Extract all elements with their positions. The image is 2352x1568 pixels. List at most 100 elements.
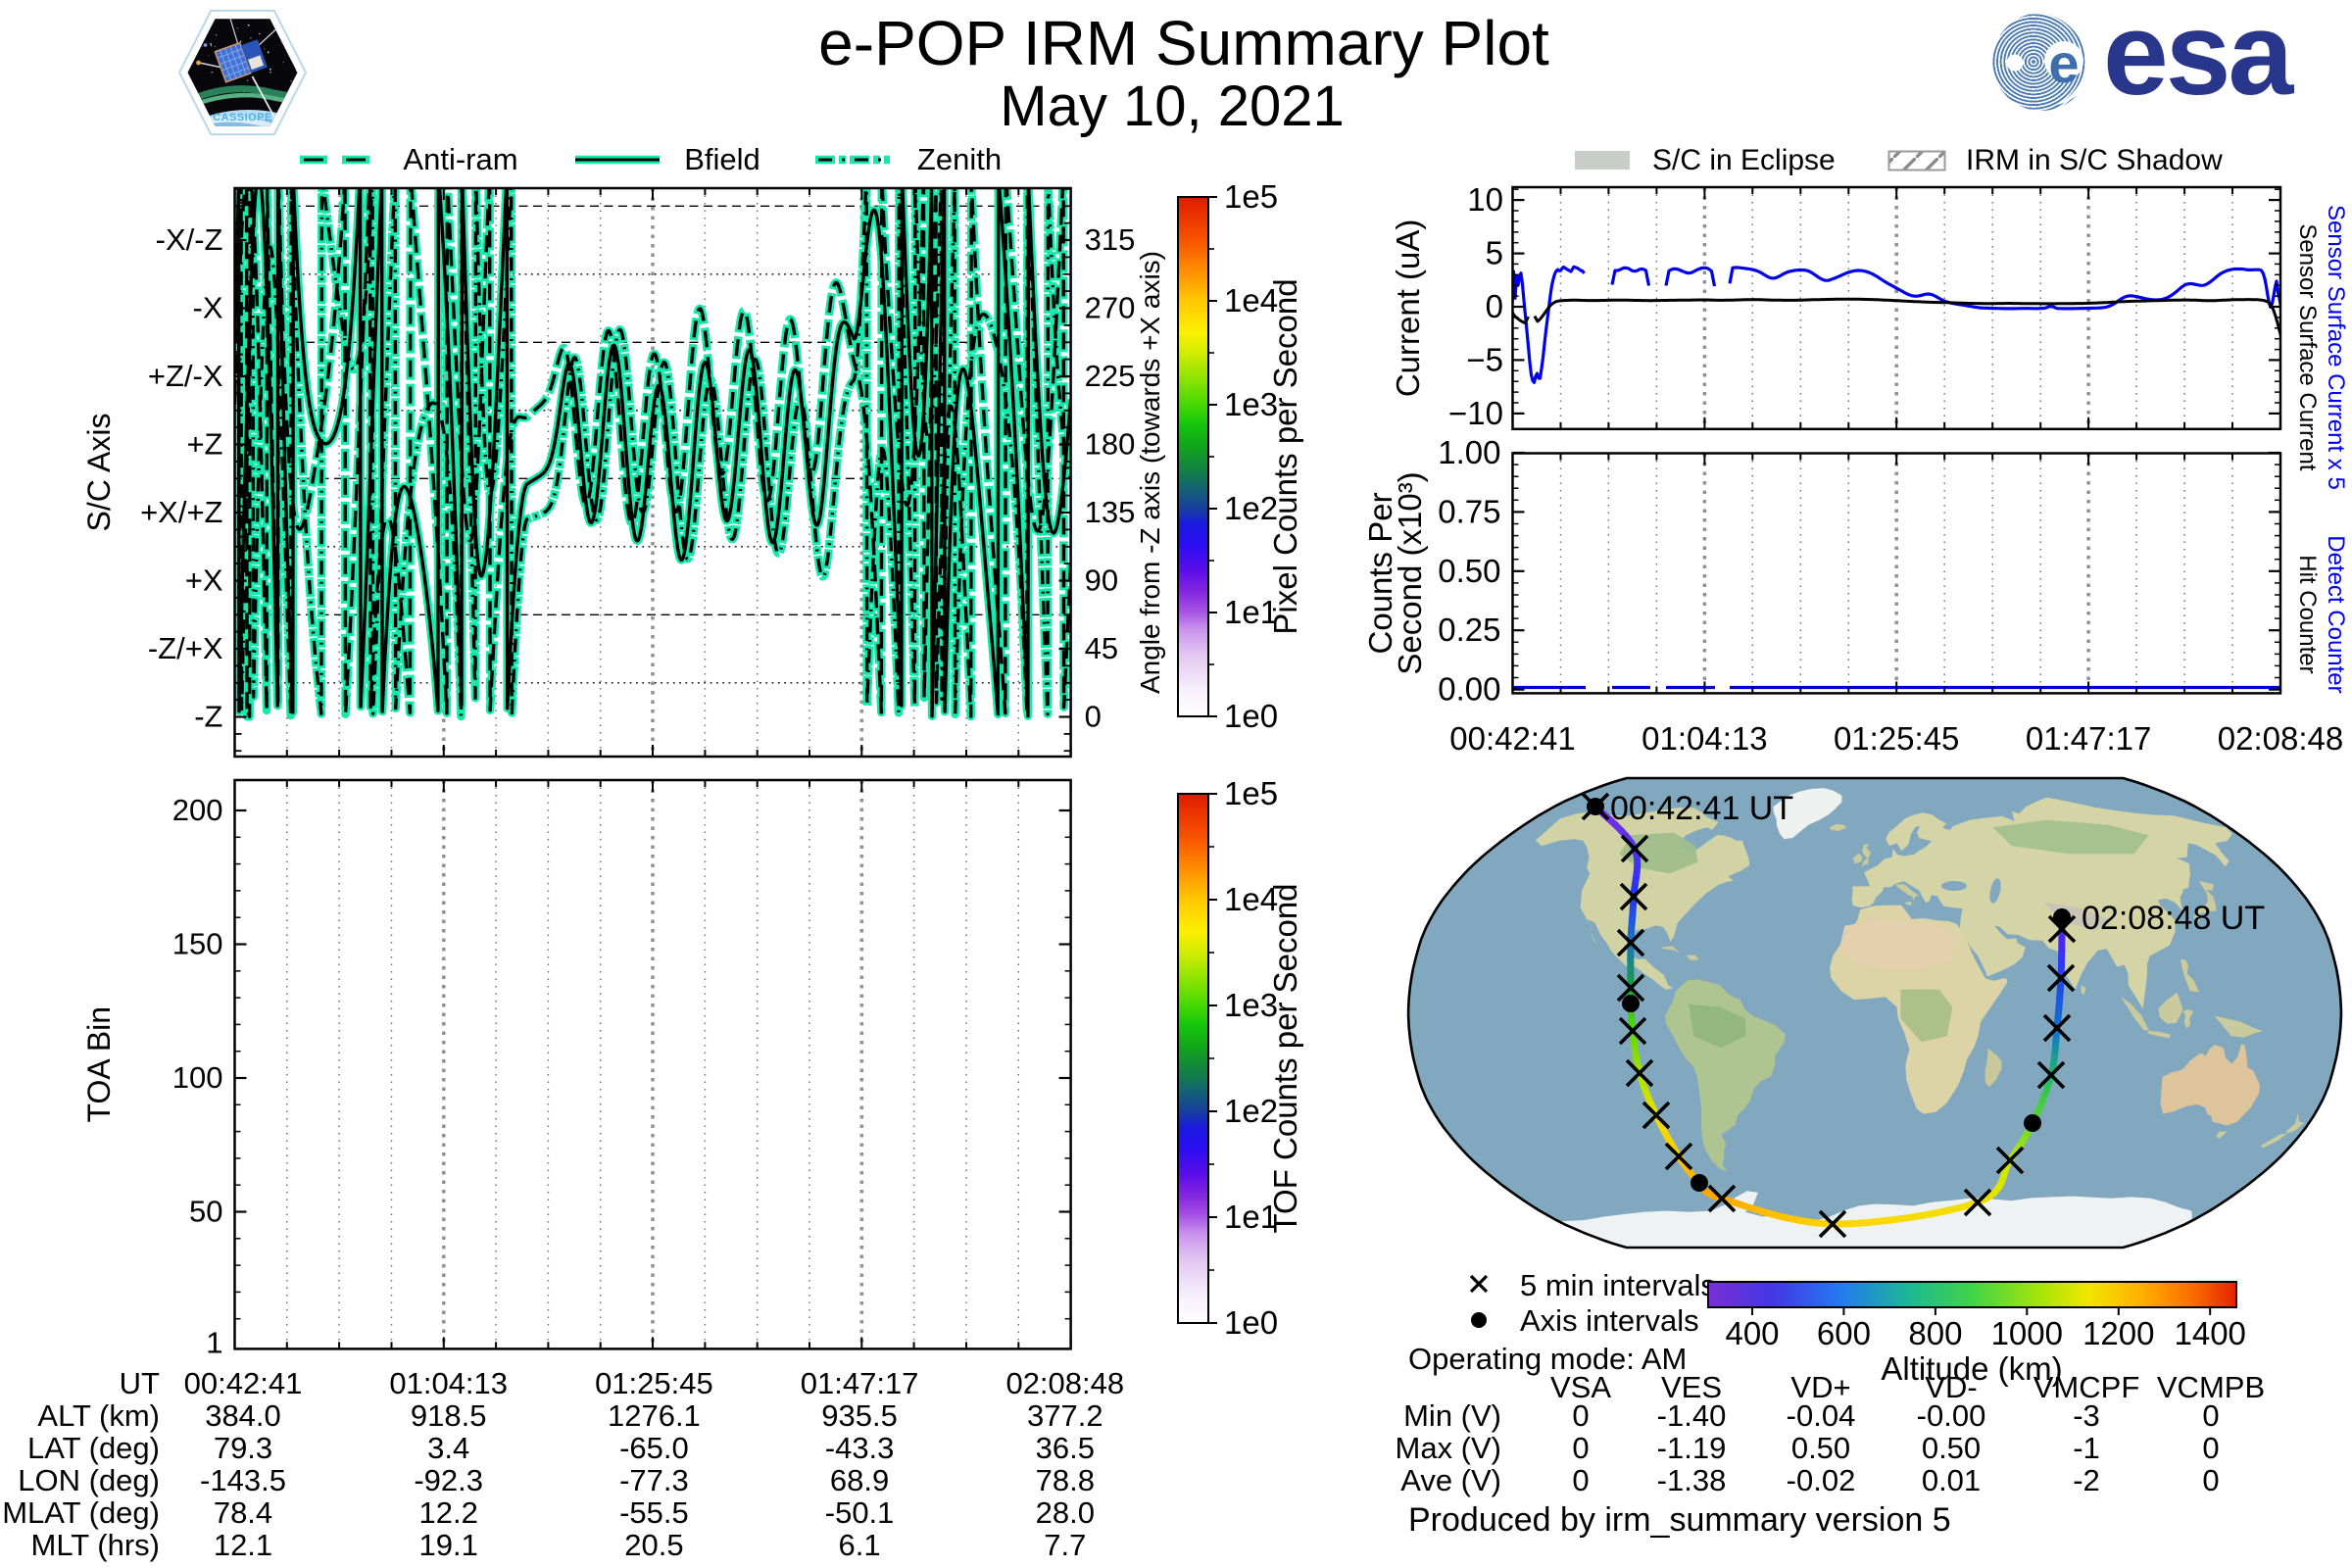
svg-text:LAT (deg): LAT (deg)	[27, 1431, 160, 1465]
svg-text:180: 180	[1085, 427, 1136, 462]
svg-text:Produced by irm_summary versio: Produced by irm_summary version 5	[1408, 1501, 1951, 1539]
svg-text:Altitude (km): Altitude (km)	[1881, 1350, 2062, 1387]
svg-text:1e2: 1e2	[1224, 490, 1278, 526]
svg-text:MLT (hrs): MLT (hrs)	[31, 1528, 160, 1562]
svg-text:0: 0	[1085, 700, 1102, 734]
svg-text:01:25:45: 01:25:45	[1834, 720, 1959, 757]
svg-text:01:25:45: 01:25:45	[595, 1366, 713, 1400]
svg-text:1276.1: 1276.1	[608, 1398, 701, 1433]
svg-text:Axis intervals: Axis intervals	[1520, 1303, 1699, 1338]
svg-text:3.4: 3.4	[427, 1431, 469, 1465]
svg-text:S/C Axis: S/C Axis	[81, 414, 117, 532]
svg-text:Sensor Surface Current x 5: Sensor Surface Current x 5	[2323, 205, 2349, 490]
svg-text:S/C in Eclipse: S/C in Eclipse	[1652, 144, 1836, 176]
svg-text:Anti-ram: Anti-ram	[403, 142, 517, 176]
svg-text:12.1: 12.1	[214, 1528, 272, 1562]
svg-text:esa: esa	[2103, 0, 2294, 120]
svg-text:1.00: 1.00	[1438, 434, 1500, 470]
svg-text:135: 135	[1085, 495, 1136, 529]
svg-text:0.25: 0.25	[1438, 612, 1500, 648]
svg-text:00:42:41 UT: 00:42:41 UT	[1610, 790, 1793, 827]
svg-text:Zenith: Zenith	[917, 142, 1002, 176]
svg-text:01:47:17: 01:47:17	[2026, 720, 2151, 757]
svg-text:Ave (V): Ave (V)	[1400, 1463, 1501, 1497]
svg-text:1e3: 1e3	[1224, 987, 1278, 1023]
svg-text:0.50: 0.50	[1922, 1431, 1981, 1465]
svg-text:-50.1: -50.1	[825, 1495, 895, 1530]
svg-text:100: 100	[172, 1060, 223, 1095]
svg-text:-1.19: -1.19	[1657, 1431, 1727, 1465]
svg-text:May 10, 2021: May 10, 2021	[1000, 74, 1344, 138]
svg-text:10: 10	[1467, 181, 1503, 218]
svg-text:TOA Bin: TOA Bin	[81, 1006, 117, 1123]
svg-text:01:04:13: 01:04:13	[389, 1366, 508, 1400]
svg-text:VD-: VD-	[1925, 1370, 1977, 1404]
svg-text:-65.0: -65.0	[619, 1431, 689, 1465]
svg-text:315: 315	[1085, 222, 1136, 257]
svg-text:935.5: 935.5	[821, 1398, 898, 1433]
svg-text:Min (V): Min (V)	[1403, 1398, 1501, 1433]
svg-text:-0.04: -0.04	[1787, 1398, 1856, 1433]
svg-text:Detect Counter: Detect Counter	[2323, 535, 2349, 693]
svg-text:0: 0	[2202, 1431, 2219, 1465]
svg-text:e-POP IRM Summary Plot: e-POP IRM Summary Plot	[818, 8, 1549, 78]
svg-text:0: 0	[2202, 1463, 2219, 1497]
svg-text:0: 0	[1572, 1431, 1589, 1465]
svg-text:1e0: 1e0	[1224, 1304, 1278, 1341]
svg-text:1e5: 1e5	[1224, 775, 1278, 811]
svg-text:Hit Counter: Hit Counter	[2294, 555, 2321, 673]
svg-text:−10: −10	[1448, 395, 1503, 431]
svg-text:−5: −5	[1466, 341, 1503, 377]
svg-text:-1.38: -1.38	[1657, 1463, 1727, 1497]
svg-text:Max (V): Max (V)	[1396, 1431, 1502, 1465]
svg-text:-0.02: -0.02	[1787, 1463, 1856, 1497]
svg-text:VD+: VD+	[1790, 1370, 1850, 1404]
svg-text:384.0: 384.0	[205, 1398, 281, 1433]
svg-text:1e1: 1e1	[1224, 594, 1278, 630]
svg-text:200: 200	[172, 793, 223, 827]
svg-text:+Z: +Z	[186, 427, 222, 462]
svg-text:02:08:48 UT: 02:08:48 UT	[2082, 900, 2265, 937]
svg-text:+Z/-X: +Z/-X	[148, 359, 223, 393]
svg-text:-3: -3	[2073, 1398, 2100, 1433]
svg-text:0.01: 0.01	[1922, 1463, 1981, 1497]
svg-text:Operating mode: AM: Operating mode: AM	[1408, 1342, 1687, 1376]
svg-text:-143.5: -143.5	[200, 1463, 286, 1497]
svg-text:1e4: 1e4	[1224, 282, 1278, 318]
svg-text:0.50: 0.50	[1438, 553, 1500, 589]
svg-text:20.5: 20.5	[624, 1528, 683, 1562]
svg-text:150: 150	[172, 927, 223, 961]
svg-text:6.1: 6.1	[839, 1528, 881, 1562]
svg-text:01:47:17: 01:47:17	[801, 1366, 919, 1400]
svg-text:12.2: 12.2	[419, 1495, 478, 1530]
svg-text:02:08:48: 02:08:48	[1005, 1366, 1124, 1400]
svg-text:5 min intervals: 5 min intervals	[1520, 1268, 1716, 1302]
svg-text:-1.40: -1.40	[1657, 1398, 1727, 1433]
svg-text:0.00: 0.00	[1438, 671, 1500, 708]
svg-text:IRM in S/C Shadow: IRM in S/C Shadow	[1966, 144, 2223, 176]
svg-text:270: 270	[1085, 291, 1136, 325]
svg-text:1200: 1200	[2082, 1315, 2154, 1351]
svg-text:0: 0	[2202, 1398, 2219, 1433]
svg-text:600: 600	[1817, 1315, 1871, 1351]
svg-text:-X: -X	[193, 291, 223, 325]
svg-text:28.0: 28.0	[1036, 1495, 1095, 1530]
svg-text:-55.5: -55.5	[619, 1495, 689, 1530]
svg-text:78.8: 78.8	[1036, 1463, 1095, 1497]
svg-text:19.1: 19.1	[419, 1528, 478, 1562]
svg-text:VCMPB: VCMPB	[2157, 1370, 2265, 1404]
svg-text:+X: +X	[185, 564, 223, 598]
svg-text:0.75: 0.75	[1438, 493, 1500, 529]
svg-text:CASSIOPE: CASSIOPE	[213, 112, 272, 123]
svg-text:800: 800	[1908, 1315, 1962, 1351]
svg-text:MLAT (deg): MLAT (deg)	[2, 1495, 160, 1530]
svg-text:e: e	[2048, 32, 2079, 94]
svg-text:78.4: 78.4	[214, 1495, 272, 1530]
svg-text:0: 0	[1572, 1398, 1589, 1433]
svg-text:ALT (km): ALT (km)	[37, 1398, 160, 1433]
svg-text:Sensor Surface Current: Sensor Surface Current	[2294, 223, 2321, 470]
svg-text:01:04:13: 01:04:13	[1642, 720, 1767, 757]
svg-text:-43.3: -43.3	[825, 1431, 895, 1465]
svg-text:1e4: 1e4	[1224, 881, 1278, 917]
svg-text:-1: -1	[2073, 1431, 2100, 1465]
